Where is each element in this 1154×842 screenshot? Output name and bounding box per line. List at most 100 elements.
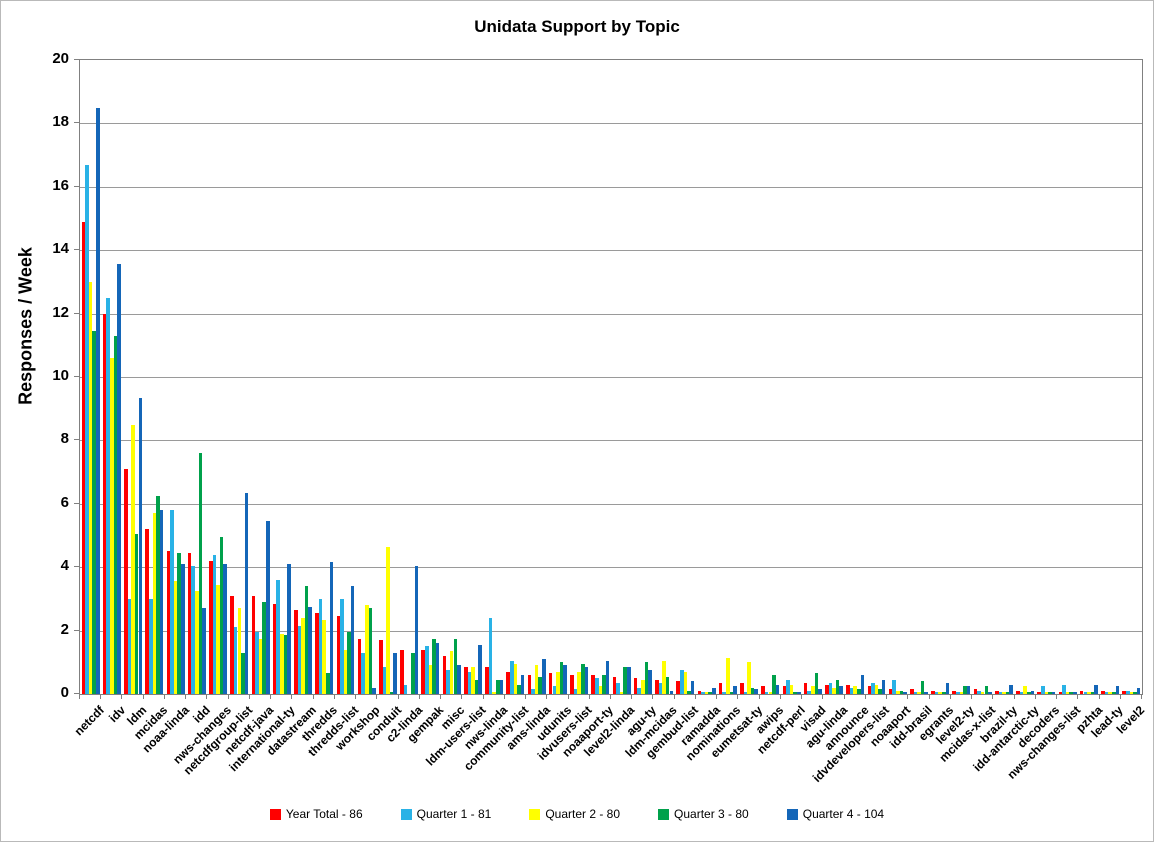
bar <box>956 692 960 694</box>
bar <box>81 221 86 694</box>
bar <box>297 625 302 694</box>
bar <box>623 667 627 694</box>
bar <box>85 164 89 694</box>
bar <box>318 598 323 694</box>
bar <box>857 689 861 694</box>
bar <box>814 673 819 694</box>
bar <box>942 692 946 694</box>
x-category-label: idv <box>105 703 128 726</box>
y-tick-mark <box>74 566 79 568</box>
bar <box>679 670 684 694</box>
bar <box>294 610 298 694</box>
bar <box>96 107 100 694</box>
x-tick-mark <box>142 694 144 699</box>
bar <box>145 529 149 694</box>
bar <box>1030 690 1035 694</box>
bar <box>998 692 1003 694</box>
gridline <box>80 123 1142 125</box>
bar <box>633 678 638 694</box>
x-tick-mark <box>185 694 187 699</box>
bar <box>279 633 284 694</box>
x-tick-mark <box>291 694 293 699</box>
bar <box>159 510 164 694</box>
bar <box>287 564 291 694</box>
bar <box>382 667 387 694</box>
x-tick-mark <box>206 694 208 699</box>
bar <box>775 684 780 694</box>
x-tick-mark <box>737 694 739 699</box>
plot-area <box>79 59 1143 695</box>
y-tick-label: 20 <box>52 50 69 67</box>
bar <box>683 671 688 694</box>
bar <box>853 686 858 694</box>
bar <box>598 686 603 694</box>
bar <box>527 674 532 694</box>
bar <box>1079 690 1084 694</box>
x-tick-mark <box>546 694 548 699</box>
x-tick-mark <box>631 694 633 699</box>
y-tick-mark <box>74 693 79 694</box>
bar <box>499 679 504 694</box>
bar <box>372 687 376 694</box>
bar <box>963 686 967 694</box>
y-tick-label: 10 <box>52 367 69 384</box>
bar <box>106 297 111 694</box>
bar <box>552 686 557 694</box>
bar <box>1133 692 1137 694</box>
bar <box>1016 690 1020 694</box>
bar <box>538 676 543 694</box>
gridline <box>80 630 1142 632</box>
x-category-label: netcdf <box>71 703 107 739</box>
bar <box>425 646 429 694</box>
bar <box>237 608 242 694</box>
bar <box>881 679 886 694</box>
bar <box>665 676 670 694</box>
y-tick-label: 0 <box>60 684 69 701</box>
bar <box>389 692 394 694</box>
bar <box>198 453 203 694</box>
legend-swatch <box>529 808 541 820</box>
x-tick-mark <box>1098 694 1100 699</box>
gridline <box>80 250 1142 252</box>
bar <box>828 682 833 694</box>
bar <box>934 692 939 694</box>
x-tick-mark <box>801 694 803 699</box>
x-tick-mark <box>248 694 250 699</box>
bar <box>761 686 765 694</box>
bar <box>690 681 695 694</box>
bar <box>241 652 245 694</box>
bar <box>485 667 489 694</box>
bar <box>729 692 734 694</box>
bar <box>513 663 518 694</box>
legend-item: Year Total - 86 <box>269 807 363 821</box>
x-tick-mark <box>163 694 165 699</box>
bar <box>134 533 139 694</box>
bar <box>655 679 659 694</box>
y-tick-mark <box>74 376 79 377</box>
bar <box>435 643 440 694</box>
y-tick-mark <box>74 122 79 124</box>
bar <box>1111 692 1116 694</box>
bar <box>326 673 330 694</box>
x-tick-mark <box>100 694 102 699</box>
x-tick-mark <box>673 694 675 699</box>
bar <box>138 397 143 694</box>
bar <box>726 657 730 694</box>
x-tick-mark <box>525 694 527 699</box>
x-tick-mark <box>482 694 484 699</box>
x-tick-mark <box>610 694 611 699</box>
x-tick-mark <box>397 694 399 699</box>
bar <box>251 595 256 694</box>
bar <box>570 674 574 694</box>
bar <box>1026 692 1031 694</box>
legend-item: Quarter 4 - 104 <box>786 807 884 821</box>
bar <box>442 655 447 694</box>
bar <box>471 667 475 694</box>
bar <box>676 681 680 694</box>
gridline <box>80 186 1142 188</box>
bar <box>563 665 567 694</box>
bar <box>110 357 114 694</box>
bar <box>478 644 482 694</box>
x-tick-mark <box>971 694 973 699</box>
x-tick-mark <box>992 694 994 699</box>
